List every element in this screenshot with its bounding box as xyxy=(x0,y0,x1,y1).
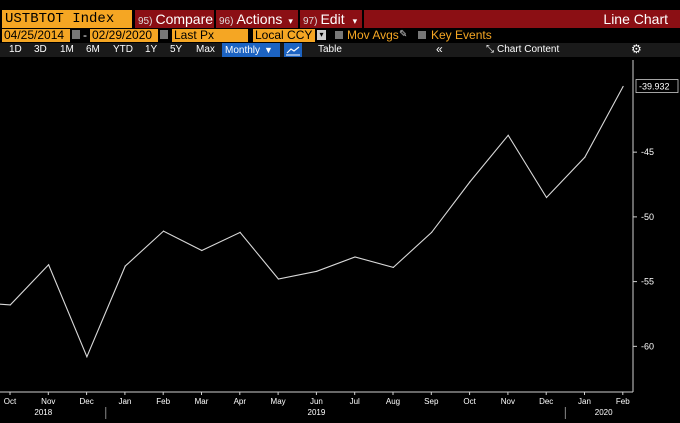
range-1y[interactable]: 1Y xyxy=(145,44,158,55)
data-point xyxy=(392,266,394,268)
line-chart-icon-glyph xyxy=(286,46,300,56)
actions-dropdown-icon: ▾ xyxy=(288,16,293,26)
range-bar xyxy=(0,43,680,57)
x-year-label: 2018 xyxy=(34,408,52,417)
menu-separator xyxy=(362,10,364,28)
data-point xyxy=(354,256,356,258)
menu-separator xyxy=(298,10,300,28)
last-value-label: -39.932 xyxy=(639,82,670,92)
x-tick-label: May xyxy=(271,397,286,406)
edit-dropdown-icon: ▾ xyxy=(352,16,358,26)
field-selector[interactable]: Last Px xyxy=(172,29,248,42)
data-point xyxy=(162,230,165,232)
data-point xyxy=(124,265,126,267)
compare-menu-number: 95) xyxy=(138,16,153,27)
data-point xyxy=(507,134,509,136)
x-tick-label: Jul xyxy=(350,397,360,406)
calendar-icon[interactable] xyxy=(72,30,80,39)
period-label: Monthly xyxy=(225,45,261,56)
chart-content-button[interactable]: ⤡ Chart Content xyxy=(486,43,559,57)
currency-selector[interactable]: Local CCY xyxy=(253,29,315,42)
series-line xyxy=(0,86,624,359)
calendar-icon[interactable] xyxy=(160,30,168,39)
chevron-down-icon: ▼ xyxy=(264,45,273,55)
edit-menu-label: Edit xyxy=(320,11,345,27)
data-point xyxy=(86,356,88,358)
data-point xyxy=(622,85,624,88)
x-tick-label: Feb xyxy=(156,397,170,406)
data-point xyxy=(545,196,548,199)
compare-menu[interactable]: 95) Compare xyxy=(138,10,214,28)
x-tick-label: Nov xyxy=(41,397,55,406)
range-3d[interactable]: 3D xyxy=(34,44,47,55)
range-max[interactable]: Max xyxy=(196,44,215,55)
range-6m[interactable]: 6M xyxy=(86,44,100,55)
actions-menu-label: Actions xyxy=(236,11,283,27)
period-selector[interactable]: Monthly ▼ xyxy=(222,43,280,57)
menu-separator xyxy=(214,10,216,28)
gear-icon[interactable]: ⚙ xyxy=(631,42,642,56)
x-tick-label: Oct xyxy=(4,397,17,406)
last-value-box xyxy=(635,79,679,93)
x-tick-label: Aug xyxy=(386,397,400,406)
y-tick-label: -55 xyxy=(641,277,654,287)
x-tick-label: Feb xyxy=(616,397,630,406)
range-ytd[interactable]: YTD xyxy=(113,44,133,55)
edit-menu-number: 97) xyxy=(303,16,318,27)
y-tick-label: -60 xyxy=(641,341,654,351)
key-events-label[interactable]: Key Events xyxy=(431,28,492,42)
end-date-field[interactable]: 02/29/2020 xyxy=(90,29,158,42)
key-events-checkbox[interactable] xyxy=(418,31,426,39)
x-tick-label: Jan xyxy=(578,397,591,406)
ticker-field[interactable]: USTBTOT Index xyxy=(2,10,132,28)
data-point xyxy=(9,304,11,306)
x-tick-label: Dec xyxy=(539,397,553,406)
x-tick-label: Jun xyxy=(310,397,323,406)
y-tick-label: -45 xyxy=(641,147,654,157)
table-button[interactable]: Table xyxy=(318,44,342,55)
data-point xyxy=(201,249,203,252)
data-point xyxy=(469,181,471,183)
range-1d[interactable]: 1D xyxy=(9,44,22,55)
y-tick-label: -50 xyxy=(641,212,654,222)
x-tick-label: Mar xyxy=(195,397,209,406)
actions-menu-number: 96) xyxy=(219,16,234,27)
actions-menu[interactable]: 96) Actions ▾ xyxy=(219,10,293,28)
line-chart-icon[interactable] xyxy=(284,43,302,57)
compare-menu-label: Compare xyxy=(155,11,214,27)
collapse-chevrons-icon[interactable]: « xyxy=(436,42,443,56)
x-year-label: 2020 xyxy=(595,408,613,417)
pencil-icon[interactable]: ✎ xyxy=(399,29,408,40)
x-tick-label: Jan xyxy=(118,397,131,406)
start-date-field[interactable]: 04/25/2014 xyxy=(2,29,70,42)
data-point xyxy=(48,264,50,266)
line-chart: -45 -50 -55 -60 -39.932 Oct Nov Dec Jan Feb Mar Apr… xyxy=(0,60,679,419)
chart-content-label: Chart Content xyxy=(497,44,560,55)
x-year-label: 2019 xyxy=(308,408,326,417)
axis-labels: -45 -50 -55 -60 -39.932 Oct Nov Dec Jan Feb Mar Apr… xyxy=(4,79,679,419)
x-tick-label: Dec xyxy=(79,397,93,406)
date-range-dash: - xyxy=(83,28,87,42)
edit-menu[interactable]: 97) Edit ▾ xyxy=(303,10,358,28)
range-5y[interactable]: 5Y xyxy=(170,44,183,55)
menu-bar xyxy=(135,10,680,28)
chart-title: Line Chart xyxy=(603,11,668,27)
chart-content-icon: ⤡ xyxy=(486,44,494,55)
series xyxy=(0,85,624,359)
chevron-down-icon[interactable]: ▾ xyxy=(317,30,326,40)
x-tick-label: Nov xyxy=(501,397,515,406)
range-1m[interactable]: 1M xyxy=(60,44,74,55)
x-tick-label: Sep xyxy=(424,397,439,406)
x-tick-label: Apr xyxy=(234,397,247,406)
mov-avgs-label[interactable]: Mov Avgs xyxy=(347,28,399,42)
data-point xyxy=(584,156,586,158)
axes xyxy=(0,60,634,393)
data-point xyxy=(277,278,279,280)
x-tick-label: Oct xyxy=(463,397,476,406)
data-point xyxy=(316,270,318,272)
mov-avgs-checkbox[interactable] xyxy=(335,31,343,39)
data-point xyxy=(239,231,241,233)
data-point xyxy=(431,231,433,233)
